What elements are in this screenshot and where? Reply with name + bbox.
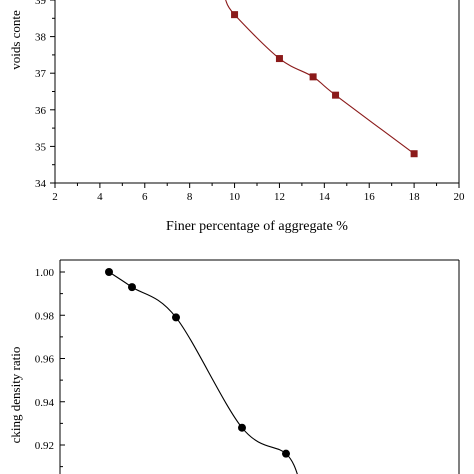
- chart1-x-tick-label: 14: [319, 191, 331, 203]
- chart1-x-tick-label: 8: [187, 191, 193, 203]
- chart2-data-point: [128, 283, 136, 292]
- chart2-y-tick-label: 0.96: [35, 354, 55, 366]
- voids-content-chart: 2 4 6 8 10 12 14 16 18 20 34 35 36 37 38 39 Finer percen…: [8, 0, 465, 234]
- chart1-y-tick-label: 36: [35, 105, 47, 117]
- packing-density-chart: 1.00 0.98 0.96 0.94 0.92 cking density ratio: [8, 259, 460, 474]
- chart1-data-point: [332, 91, 340, 99]
- chart2-y-tick-label: 0.98: [35, 310, 55, 322]
- chart1-series-group: [225, 0, 415, 155]
- chart1-x-tick-label: 20: [454, 191, 466, 203]
- chart1-data-point: [410, 150, 418, 158]
- chart1-data-point: [275, 55, 283, 63]
- chart1-data-point: [231, 11, 239, 19]
- chart1-data-point: [309, 73, 317, 81]
- chart1-y-tick-label: 37: [35, 68, 47, 80]
- chart1-x-tick-label: 18: [409, 191, 421, 203]
- chart1-y-axis-title: voids conte: [8, 10, 23, 70]
- chart1-y-tick-label: 34: [35, 178, 47, 190]
- chart2-y-tick-label: 0.92: [35, 440, 54, 452]
- chart2-y-tick-label: 0.94: [35, 397, 55, 409]
- chart1-series-line: [225, 0, 415, 155]
- chart2-y-tick-label: 1.00: [35, 267, 55, 279]
- chart1-x-tick-label: 2: [52, 191, 58, 203]
- chart2-data-point: [172, 313, 180, 322]
- chart1-x-axis-title: Finer percentage of aggregate %: [166, 219, 348, 234]
- chart2-data-point: [238, 423, 246, 432]
- chart1-x-tick-label: 6: [142, 191, 148, 203]
- chart1-x-tick-label: 12: [274, 191, 285, 203]
- chart2-data-point: [282, 449, 290, 458]
- chart1-x-tick-label: 4: [97, 191, 103, 203]
- chart2-data-point: [105, 268, 113, 276]
- chart1-y-tick-label: 39: [35, 0, 47, 7]
- chart1-y-tick-label: 38: [35, 32, 47, 44]
- chart1-x-tick-label: 10: [229, 191, 241, 203]
- chart1-x-tick-label: 16: [364, 191, 376, 203]
- chart1-y-tick-label: 35: [35, 141, 47, 153]
- chart2-y-axis-title: cking density ratio: [8, 347, 23, 444]
- chart2-series-line: [108, 271, 298, 474]
